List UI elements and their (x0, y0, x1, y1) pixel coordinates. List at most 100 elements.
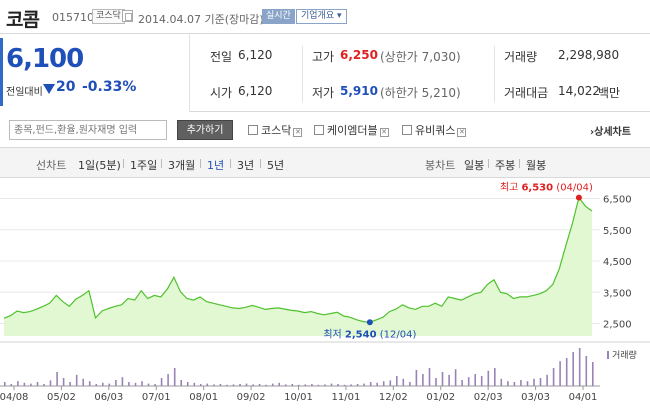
stat-amount-label: 거래대금 (504, 86, 549, 100)
remove-icon[interactable]: ✕ (293, 128, 303, 137)
high-label: 최고 (500, 182, 518, 194)
volume-bar (559, 361, 561, 386)
compare-checkbox[interactable] (402, 125, 412, 135)
volume-bar (23, 382, 26, 386)
volume-bar (520, 380, 522, 386)
tab-1year[interactable]: 1년 (207, 159, 225, 172)
price-change: 20 (56, 79, 76, 95)
high-annotation: 최고 6,530 (04/04) (500, 182, 593, 194)
add-button[interactable]: 추가하기 (177, 120, 233, 140)
compare-checkbox[interactable] (248, 125, 258, 135)
y-tick-label: 2,500 (603, 320, 632, 331)
stat-high: 고가 6,250 (상한가 7,030) (312, 48, 492, 65)
volume-bar (17, 381, 19, 386)
volume-bar (160, 378, 163, 386)
copy-icon[interactable] (122, 10, 133, 22)
volume-bar (206, 383, 209, 386)
tab-divider (200, 159, 201, 168)
volume-bar (49, 380, 52, 386)
x-tick-label: 02/03 (474, 392, 503, 403)
x-tick-label: 04/08 (0, 392, 28, 403)
price-stats: 전일 6,120 시가 6,120 고가 6,250 (상한가 7,030) 저… (190, 34, 650, 112)
stat-amount: 거래대금 14,022 백만 (504, 84, 644, 101)
volume-bar (461, 380, 463, 386)
high-value: 6,530 (521, 183, 553, 194)
price-panel: 6,100 전일대비 20 -0.33% (0, 34, 190, 112)
price-line (3, 196, 593, 323)
stock-name: 코콤 (6, 9, 40, 31)
volume-bar (500, 378, 503, 386)
compare-label: 유비쿼스 (415, 124, 456, 137)
volume-bar (402, 378, 405, 386)
volume-bar (134, 382, 137, 386)
y-tick-label: 3,500 (603, 288, 632, 299)
x-tick-label: 07/01 (142, 392, 171, 403)
candle-chart-label: 봉차트 (425, 159, 456, 172)
x-tick-label: 08/01 (189, 392, 218, 403)
stat-upper-limit: (상한가 7,030) (380, 50, 461, 64)
volume-bar (232, 384, 235, 386)
y-tick-label: 4,500 (603, 257, 632, 268)
low-annotation: 최저 2,540 (12/04) (323, 328, 416, 340)
volume-bar (30, 383, 32, 386)
volume-bar (526, 381, 529, 386)
tab-monthly[interactable]: 월봉 (526, 159, 547, 172)
company-info-dropdown[interactable]: 기업개요 ▾ (296, 9, 347, 24)
tab-divider (488, 159, 489, 168)
volume-bar (487, 370, 490, 386)
remove-icon[interactable]: ✕ (379, 128, 389, 137)
stat-low: 저가 5,910 (하한가 5,210) (312, 84, 492, 101)
volume-bar (56, 372, 58, 386)
compare-label: 코스닥 (261, 124, 292, 137)
volume-bar (428, 368, 431, 386)
detail-chart-link[interactable]: ›상세차트 (590, 123, 631, 138)
stock-code: 015710 (52, 11, 94, 24)
chevron-down-icon: ▾ (337, 11, 342, 21)
volume-bar (43, 384, 45, 386)
tab-3month[interactable]: 3개월 (168, 159, 196, 172)
compare-checkbox[interactable] (314, 125, 324, 135)
volume-bar (200, 384, 202, 386)
volume-bar (115, 380, 117, 386)
tab-5year[interactable]: 5년 (267, 159, 285, 172)
volume-bar (62, 378, 65, 386)
volume-bar (539, 378, 542, 386)
volume-bar (167, 374, 169, 386)
tab-1week[interactable]: 1주일 (130, 159, 158, 172)
tab-weekly[interactable]: 주봉 (495, 159, 516, 172)
x-tick-label: 01/02 (426, 392, 455, 403)
volume-bar (565, 358, 568, 386)
price-accent-bar (0, 38, 3, 106)
realtime-button[interactable]: 실시간 (262, 9, 295, 24)
tab-1day[interactable]: 1일(5분) (78, 159, 121, 172)
stat-prev-close-label: 전일 (210, 50, 233, 64)
volume-bars (4, 348, 594, 386)
volume-bar (102, 382, 104, 386)
remove-icon[interactable]: ✕ (457, 128, 467, 137)
volume-bar (239, 384, 241, 386)
compare-item[interactable]: 유비쿼스 ✕ (402, 122, 467, 138)
compare-item[interactable]: 코스닥 ✕ (248, 122, 303, 138)
volume-bar (298, 384, 300, 386)
search-input[interactable] (9, 120, 167, 140)
volume-bar (82, 378, 84, 386)
x-tick-label: 05/02 (47, 392, 76, 403)
tab-3year[interactable]: 3년 (237, 159, 255, 172)
stat-amount-unit: 백만 (598, 86, 621, 100)
period-tabs: 선차트 1일(5분) 1주일 3개월 1년 3년 5년 봉차트 일봉 주봉 월봉 (0, 148, 650, 178)
volume-bar (121, 377, 124, 386)
compare-item[interactable]: 케이엠더블 ✕ (314, 122, 389, 138)
y-tick-label: 5,500 (603, 226, 632, 237)
volume-bar (356, 384, 359, 386)
volume-bar (389, 380, 392, 386)
tab-daily[interactable]: 일봉 (464, 159, 485, 172)
volume-bar (141, 381, 143, 386)
volume-bar (546, 374, 548, 386)
volume-bar (409, 382, 411, 386)
volume-bar (585, 356, 588, 386)
y-tick-label: 6,500 (603, 195, 632, 206)
volume-bar (304, 384, 307, 386)
stat-open: 시가 6,120 (210, 84, 272, 101)
volume-bar (180, 380, 182, 386)
volume-bar (369, 382, 372, 386)
